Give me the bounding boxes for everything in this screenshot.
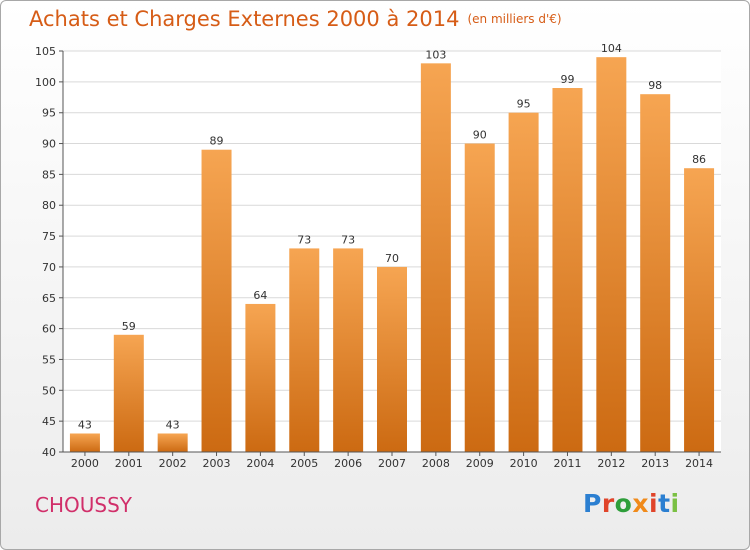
x-tick-label-2007: 2007	[378, 457, 406, 470]
y-tick-label: 50	[42, 384, 56, 397]
x-tick-label-2008: 2008	[422, 457, 450, 470]
bar-2012	[596, 57, 627, 453]
x-tick-label-2009: 2009	[466, 457, 494, 470]
y-tick-label: 105	[35, 45, 56, 58]
y-tick-label: 85	[42, 168, 56, 181]
y-tick-label: 60	[42, 323, 56, 336]
y-tick-label: 100	[35, 76, 56, 89]
x-tick-label-2011: 2011	[553, 457, 581, 470]
value-label-2005: 73	[297, 233, 311, 246]
x-tick-label-2000: 2000	[71, 457, 99, 470]
y-tick-label: 75	[42, 230, 56, 243]
axes: 40 45 50 55 60 65 70 75 80 85 90 95 100 105 2000 2001 20…	[35, 45, 721, 470]
bar-2014	[684, 168, 715, 452]
bar-2009	[464, 143, 495, 453]
chart-title-text: Achats et Charges Externes 2000 à 2014	[29, 7, 460, 31]
bar-2002	[157, 433, 188, 452]
bar-2010	[508, 112, 539, 452]
value-label-2006: 73	[341, 233, 355, 246]
value-label-2001: 59	[122, 320, 136, 333]
x-tick-label-2012: 2012	[597, 457, 625, 470]
value-label-2010: 95	[517, 98, 531, 111]
data-labels: 43 59 43 89 64 73 73 70 103 90 95 99 104 98 86	[78, 42, 706, 431]
x-tick-label-2002: 2002	[159, 457, 187, 470]
chart-title: Achats et Charges Externes 2000 à 2014 (e…	[29, 7, 562, 31]
logo-letter: x	[632, 489, 649, 518]
value-label-2002: 43	[166, 418, 180, 431]
x-tick-label-2013: 2013	[641, 457, 669, 470]
x-tick-label-2003: 2003	[203, 457, 231, 470]
bar-2000	[69, 433, 100, 452]
value-label-2008: 103	[425, 48, 446, 61]
chart-unit-label: (en milliers d'€)	[467, 12, 562, 26]
bar-2013	[640, 94, 671, 452]
bar-2005	[289, 248, 320, 452]
value-label-2007: 70	[385, 252, 399, 265]
bar-2004	[245, 303, 276, 452]
value-label-2012: 104	[601, 42, 622, 55]
y-tick-label: 65	[42, 292, 56, 305]
x-tick-label-2006: 2006	[334, 457, 362, 470]
x-tick-label-2001: 2001	[115, 457, 143, 470]
proxiti-logo[interactable]: Proxiti	[583, 489, 680, 518]
logo-letter: i	[649, 489, 659, 518]
bars	[69, 57, 715, 453]
value-label-2011: 99	[560, 73, 574, 86]
bar-2003	[201, 149, 232, 452]
logo-letter: o	[614, 489, 633, 518]
x-tick-label-2010: 2010	[510, 457, 538, 470]
logo-letter: i	[670, 489, 680, 518]
value-label-2000: 43	[78, 418, 92, 431]
y-tick-label: 95	[42, 107, 56, 120]
y-tick-label: 90	[42, 138, 56, 151]
y-tick-label: 55	[42, 353, 56, 366]
value-label-2003: 89	[210, 135, 224, 148]
x-tick-label-2005: 2005	[290, 457, 318, 470]
value-label-2004: 64	[253, 289, 267, 302]
bar-2006	[333, 248, 364, 452]
logo-letter: t	[658, 489, 671, 518]
commune-name: CHOUSSY	[35, 493, 132, 517]
bar-2007	[377, 266, 407, 452]
logo-letter: r	[601, 489, 615, 518]
y-tick-label: 45	[42, 415, 56, 428]
y-tick-label: 70	[42, 261, 56, 274]
x-tick-label-2004: 2004	[246, 457, 274, 470]
x-tick-label-2014: 2014	[685, 457, 713, 470]
bar-2008	[420, 63, 451, 452]
bar-2001	[113, 334, 144, 452]
y-tick-label: 40	[42, 446, 56, 459]
logo-letter: P	[583, 489, 602, 518]
value-label-2014: 86	[692, 153, 706, 166]
bar-2011	[552, 88, 583, 452]
y-tick-label: 80	[42, 199, 56, 212]
value-label-2009: 90	[473, 129, 487, 142]
value-label-2013: 98	[648, 79, 662, 92]
